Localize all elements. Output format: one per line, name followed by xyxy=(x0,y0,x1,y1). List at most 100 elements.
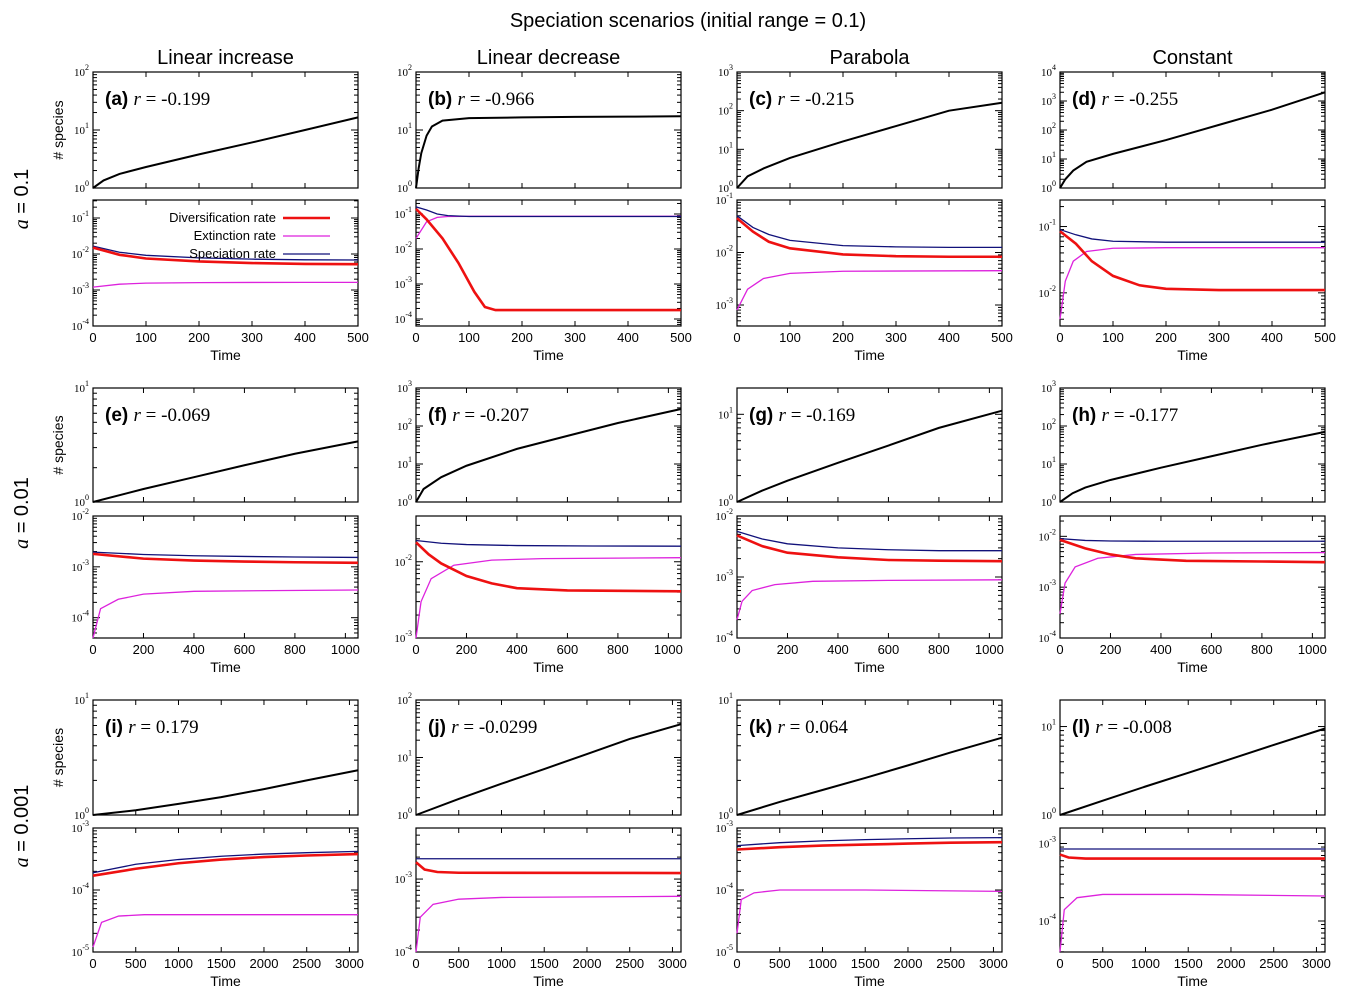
y-tick-label: 10-2 xyxy=(71,507,89,523)
r-value: = -0.199 xyxy=(141,89,210,110)
y-tick-label-exp: 1 xyxy=(408,749,412,758)
x-tick-label: 0 xyxy=(89,642,96,657)
y-tick-label-base: 10 xyxy=(715,248,727,260)
diversification-rate-line xyxy=(1059,538,1326,564)
r-value: = -0.255 xyxy=(1109,89,1178,110)
panel-letter: (k) xyxy=(749,717,778,738)
y-tick-label-base: 10 xyxy=(1038,633,1050,645)
y-tick-label: 10-4 xyxy=(715,881,733,897)
y-tick-label-base: 10 xyxy=(394,874,406,886)
y-tick-label-base: 10 xyxy=(71,285,83,297)
y-tick-label: 100 xyxy=(718,179,733,195)
panel-label: (c) r = -0.215 xyxy=(749,89,854,110)
panel-letter: (i) xyxy=(105,717,128,738)
x-tick-label: 400 xyxy=(938,330,960,345)
y-tick-label: 100 xyxy=(397,806,412,822)
row-label: a = 0.1 xyxy=(11,169,33,230)
y-tick-label-base: 10 xyxy=(397,383,409,395)
x-tick-label: 1000 xyxy=(1298,642,1327,657)
y-tick-label-base: 10 xyxy=(1041,810,1053,822)
x-tick-label: 0 xyxy=(412,330,419,345)
y-tick-label-base: 10 xyxy=(715,885,727,897)
x-tick-label: 100 xyxy=(1102,330,1124,345)
x-tick-label: 500 xyxy=(670,330,692,345)
y-tick-label: 101 xyxy=(74,691,89,707)
y-tick-label-exp: 1 xyxy=(1052,150,1056,159)
y-tick-label: 100 xyxy=(718,493,733,509)
speciation-rate-line xyxy=(415,539,682,547)
column-title: Linear increase xyxy=(157,47,294,69)
y-tick-label: 102 xyxy=(718,102,733,118)
extinction-rate-line xyxy=(415,557,682,639)
species-line xyxy=(736,409,1003,503)
species-axes xyxy=(415,387,682,503)
y-tick-label-base: 10 xyxy=(397,421,409,433)
x-tick-label: 3000 xyxy=(979,956,1008,971)
diversification-rate-line xyxy=(1059,853,1325,860)
y-tick-label-exp: -2 xyxy=(726,507,733,516)
x-tick-label: 0 xyxy=(733,956,740,971)
row-label: a = 0.001 xyxy=(11,785,33,868)
y-tick-label-exp: -3 xyxy=(405,275,412,284)
diversification-rate-line xyxy=(736,534,1003,563)
x-tick-label: 500 xyxy=(991,330,1013,345)
x-tick-label: 600 xyxy=(234,642,256,657)
diversification-rate-line xyxy=(1059,230,1325,292)
y-tick-label-exp: -2 xyxy=(405,240,412,249)
extinction-rate-line xyxy=(1059,551,1326,614)
x-axis-label: Time xyxy=(854,973,885,989)
legend-label: Diversification rate xyxy=(169,210,276,225)
r-symbol: r xyxy=(1102,405,1110,426)
panel-letter: (h) xyxy=(1072,405,1102,426)
x-tick-label: 400 xyxy=(183,642,205,657)
y-tick-label-base: 10 xyxy=(1041,125,1053,137)
y-tick-label-base: 10 xyxy=(397,125,409,137)
panel-letter: (g) xyxy=(749,405,779,426)
y-tick-label-exp: -3 xyxy=(405,629,412,638)
species-line xyxy=(1059,430,1326,503)
speciation-rate-line xyxy=(736,836,1003,847)
diversification-rate-line xyxy=(415,541,682,593)
y-tick-label: 10-5 xyxy=(71,943,89,959)
y-tick-label-exp: -2 xyxy=(82,507,89,516)
y-tick-label: 101 xyxy=(397,121,412,137)
y-tick-label-exp: 2 xyxy=(85,63,89,72)
r-value: = -0.215 xyxy=(785,89,854,110)
x-tick-label: 200 xyxy=(1155,330,1177,345)
panel-label: (e) r = -0.069 xyxy=(105,405,210,426)
y-tick-label-base: 10 xyxy=(394,314,406,326)
x-tick-label: 600 xyxy=(1201,642,1223,657)
y-tick-label-base: 10 xyxy=(394,279,406,291)
y-tick-label: 100 xyxy=(1041,179,1056,195)
y-tick-label-base: 10 xyxy=(715,572,727,584)
y-tick-label: 102 xyxy=(397,417,412,433)
y-tick-label-exp: -2 xyxy=(405,553,412,562)
y-tick-label-exp: 2 xyxy=(408,417,412,426)
y-tick-label-exp: 2 xyxy=(729,102,733,111)
y-tick-label-exp: -4 xyxy=(726,629,733,638)
y-tick-label-exp: 0 xyxy=(729,806,733,815)
x-tick-label: 2500 xyxy=(1259,956,1288,971)
y-tick-label-exp: 3 xyxy=(1052,379,1056,388)
y-tick-label: 102 xyxy=(1041,417,1056,433)
y-tick-label-exp: -3 xyxy=(1049,835,1056,844)
panel-letter: (b) xyxy=(428,89,458,110)
species-axes xyxy=(1059,387,1326,503)
r-value: = -0.169 xyxy=(786,405,855,426)
rates-axes xyxy=(415,827,682,953)
species-line xyxy=(92,440,359,503)
x-tick-label: 800 xyxy=(607,642,629,657)
y-tick-label: 103 xyxy=(718,63,733,79)
y-tick-label-base: 10 xyxy=(71,321,83,333)
x-tick-label: 800 xyxy=(284,642,306,657)
y-tick-label-exp: -3 xyxy=(82,558,89,567)
x-tick-label: 400 xyxy=(617,330,639,345)
y-tick-label: 10-3 xyxy=(715,568,733,584)
x-tick-label: 600 xyxy=(878,642,900,657)
y-tick-label-base: 10 xyxy=(718,695,730,707)
